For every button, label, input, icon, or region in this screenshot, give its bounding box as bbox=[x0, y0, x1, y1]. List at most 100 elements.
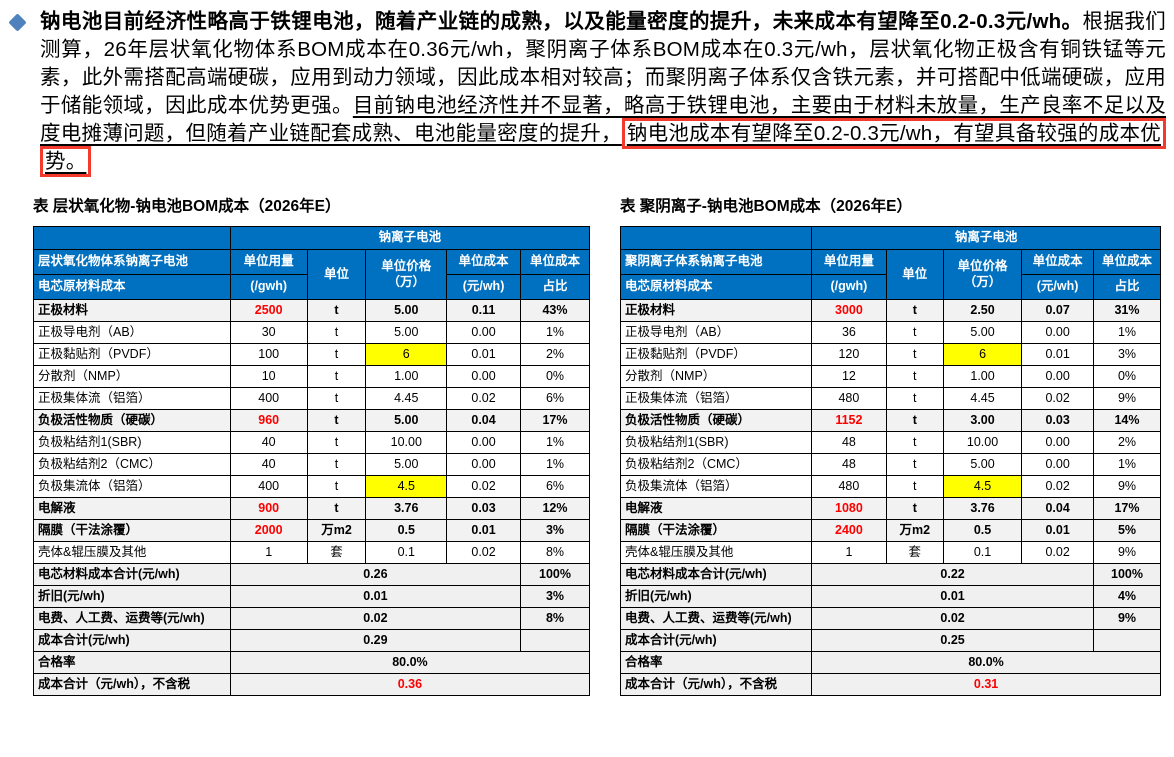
qty-cell: 3000 bbox=[811, 299, 887, 322]
material-label: 分散剂（NMP） bbox=[619, 365, 813, 388]
qty-cell: 1152 bbox=[811, 409, 887, 432]
pct-cell: 1% bbox=[1093, 453, 1161, 476]
material-label: 隔膜（干法涂覆） bbox=[33, 519, 231, 542]
material-row: 负极粘结剂1(SBR) 48 t 10.00 0.00 2% bbox=[619, 431, 1161, 454]
unit-cell: t bbox=[885, 453, 944, 476]
summary-label: 合格率 bbox=[33, 651, 231, 674]
material-label: 负极集流体（铝箔） bbox=[619, 475, 813, 498]
qty-cell: 960 bbox=[229, 409, 308, 432]
cost-cell: 0.07 bbox=[1021, 299, 1095, 322]
pct-cell: 0% bbox=[520, 365, 590, 388]
summary-label: 成本合计（元/wh），不含税 bbox=[619, 673, 813, 696]
price-cell: 3.00 bbox=[942, 409, 1023, 432]
unit-cell: t bbox=[306, 497, 367, 520]
material-row: 电解液 1080 t 3.76 0.04 17% bbox=[619, 497, 1161, 520]
summary-value: 0.29 bbox=[229, 629, 522, 652]
summary-pct: 3% bbox=[520, 585, 590, 608]
tables-row: 表 层状氧化物-钠电池BOM成本（2026年E） 钠离子电池 层状氧化物体系钠离子… bbox=[0, 176, 1174, 696]
unit-cell: t bbox=[885, 365, 944, 388]
layered-oxide-bom-table-container: 钠离子电池 层状氧化物体系钠离子电池 单位用量 单位 单位价格 （万） 单位成本 单位成本 电芯… bbox=[33, 226, 591, 696]
summary-label: 电芯材料成本合计(元/wh) bbox=[619, 563, 813, 586]
header-row: 聚阴离子体系钠离子电池 单位用量 单位 单位价格 （万） 单位成本 单位成本 bbox=[619, 249, 1161, 300]
summary-pct: 9% bbox=[1093, 607, 1161, 630]
pct-cell: 43% bbox=[520, 299, 590, 322]
unit-column-header: 单位 bbox=[306, 249, 367, 300]
pct-cell: 1% bbox=[520, 431, 590, 454]
qty-cell: 12 bbox=[811, 365, 887, 388]
unit-cell: t bbox=[306, 453, 367, 476]
material-label: 负极活性物质（硬碳） bbox=[33, 409, 231, 432]
summary-label: 成本合计(元/wh) bbox=[619, 629, 813, 652]
cost-cell: 0.02 bbox=[1021, 387, 1095, 410]
pct-cell: 31% bbox=[1093, 299, 1161, 322]
material-row: 负极粘结剂1(SBR) 40 t 10.00 0.00 1% bbox=[33, 431, 590, 454]
material-row: 正极材料 3000 t 2.50 0.07 31% bbox=[619, 299, 1161, 322]
summary-value: 80.0% bbox=[811, 651, 1161, 674]
qty-cell: 2500 bbox=[229, 299, 308, 322]
summary-row: 成本合计（元/wh），不含税 0.36 bbox=[33, 673, 591, 696]
bom-cost-table: 钠离子电池 层状氧化物体系钠离子电池 单位用量 单位 单位价格 （万） 单位成本 单位成本 电芯… bbox=[33, 226, 591, 696]
pct-column-header: 单位成本 bbox=[520, 249, 590, 275]
pct-cell: 5% bbox=[1093, 519, 1161, 542]
layered-oxide-table-title: 表 层状氧化物-钠电池BOM成本（2026年E） bbox=[33, 198, 341, 215]
cost-cell: 0.02 bbox=[446, 541, 522, 564]
material-label: 负极集流体（铝箔） bbox=[33, 475, 231, 498]
unit-column-header: 单位 bbox=[885, 249, 944, 300]
summary-label: 折旧(元/wh) bbox=[33, 585, 231, 608]
price-cell: 10.00 bbox=[942, 431, 1023, 454]
unit-cell: 套 bbox=[885, 541, 944, 564]
unit-cell: t bbox=[306, 299, 367, 322]
price-cell: 5.00 bbox=[942, 453, 1023, 476]
summary-row: 电芯材料成本合计(元/wh) 0.26 100% bbox=[33, 563, 590, 586]
material-row: 壳体&辊压膜及其他 1 套 0.1 0.02 9% bbox=[619, 541, 1161, 564]
summary-row: 电费、人工费、运费等(元/wh) 0.02 8% bbox=[33, 607, 590, 630]
pct-cell: 9% bbox=[1093, 475, 1161, 498]
key-point-block: 钠电池目前经济性略高于铁锂电池，随着产业链的成熟，以及能量密度的提升，未来成本有… bbox=[0, 0, 1174, 177]
summary-row: 成本合计(元/wh) 0.25 bbox=[619, 629, 1161, 652]
polyanion-table-title: 表 聚阴离子-钠电池BOM成本（2026年E） bbox=[620, 198, 912, 215]
pct-cell: 17% bbox=[1093, 497, 1161, 520]
pct-cell: 1% bbox=[520, 321, 590, 344]
material-label: 负极粘结剂1(SBR) bbox=[33, 431, 231, 454]
pct-label-header: 占比 bbox=[1093, 274, 1161, 300]
material-row: 壳体&辊压膜及其他 1 套 0.1 0.02 8% bbox=[33, 541, 590, 564]
material-label: 隔膜（干法涂覆） bbox=[619, 519, 813, 542]
summary-value: 80.0% bbox=[229, 651, 591, 674]
qty-cell: 400 bbox=[229, 387, 308, 410]
cost-column-header: 单位成本 bbox=[1021, 249, 1095, 275]
unit-cell: t bbox=[306, 387, 367, 410]
subject-header-line1: 层状氧化物体系钠离子电池 bbox=[33, 249, 231, 275]
price-column-header: 单位价格 （万） bbox=[942, 249, 1023, 300]
cost-cell: 0.01 bbox=[446, 343, 522, 366]
price-cell: 5.00 bbox=[365, 409, 448, 432]
diamond-icon bbox=[8, 13, 27, 32]
qty-unit-header: (/gwh) bbox=[811, 274, 887, 300]
qty-cell: 1 bbox=[811, 541, 887, 564]
polyanion-bom-table-container: 钠离子电池 聚阴离子体系钠离子电池 单位用量 单位 单位价格 （万） 单位成本 单位成本 电芯原… bbox=[619, 226, 1161, 696]
paragraph-underlined-text: 目前钠电池经济性并不显著，略高于铁锂电池，主要由于材料未放量，生产良率不足以及度… bbox=[40, 94, 1166, 145]
qty-cell: 48 bbox=[811, 431, 887, 454]
material-row: 分散剂（NMP） 10 t 1.00 0.00 0% bbox=[33, 365, 590, 388]
cost-cell: 0.00 bbox=[1021, 431, 1095, 454]
cost-cell: 0.00 bbox=[446, 453, 522, 476]
pct-cell: 14% bbox=[1093, 409, 1161, 432]
paragraph-body-text: 根据我们测算，26年层状氧化物体系BOM成本在0.36元/wh，聚阴离子体系BO… bbox=[40, 10, 1166, 117]
pct-label-header: 占比 bbox=[520, 274, 590, 300]
price-cell: 4.5 bbox=[365, 475, 448, 498]
price-cell: 6 bbox=[365, 343, 448, 366]
price-cell: 4.45 bbox=[365, 387, 448, 410]
pct-column-header: 单位成本 bbox=[1093, 249, 1161, 275]
summary-pct: 4% bbox=[1093, 585, 1161, 608]
price-cell: 0.5 bbox=[942, 519, 1023, 542]
pct-cell: 8% bbox=[520, 541, 590, 564]
price-cell: 0.1 bbox=[942, 541, 1023, 564]
price-cell: 10.00 bbox=[365, 431, 448, 454]
pct-cell: 3% bbox=[520, 519, 590, 542]
summary-label: 成本合计(元/wh) bbox=[33, 629, 231, 652]
cost-cell: 0.04 bbox=[446, 409, 522, 432]
price-cell: 0.1 bbox=[365, 541, 448, 564]
material-label: 正极导电剂（AB） bbox=[619, 321, 813, 344]
unit-cell: 万m2 bbox=[885, 519, 944, 542]
header-row-2: 电芯原材料成本 (/gwh) (元/wh) 占比 bbox=[619, 274, 1161, 300]
material-label: 正极导电剂（AB） bbox=[33, 321, 231, 344]
